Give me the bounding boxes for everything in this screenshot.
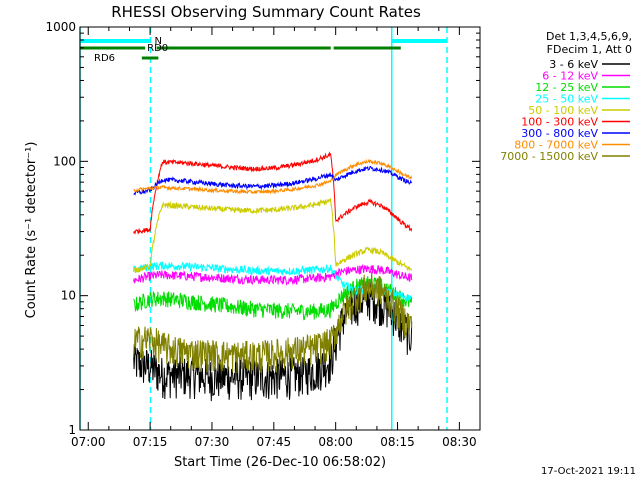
x-tick-label: 08:30 [442, 435, 477, 449]
x-tick-label: 08:00 [318, 435, 353, 449]
chart-title: RHESSI Observing Summary Count Rates [111, 3, 421, 21]
legend-label-5: 50 - 100 keV [528, 104, 598, 117]
legend-header-2: FDecim 1, Att 0 [547, 43, 632, 56]
x-tick-label: 07:00 [71, 435, 106, 449]
legend-label-3: 12 - 25 keV [535, 81, 598, 94]
x-tick-label: 08:15 [380, 435, 415, 449]
legend-label-2: 6 - 12 keV [542, 70, 598, 83]
y-tick-label: 1000 [45, 20, 76, 34]
y-tick-label: 10 [61, 289, 76, 303]
x-tick-label: 07:15 [133, 435, 168, 449]
y-axis: 1 10 100 1000 [45, 20, 480, 437]
series-line-2 [133, 263, 413, 286]
series-line-6 [133, 151, 413, 235]
series-line-5 [133, 198, 413, 273]
x-tick-label: 07:30 [195, 435, 230, 449]
y-tick-label: 100 [53, 154, 76, 168]
series-line-9 [133, 271, 413, 375]
series-line-8 [133, 158, 413, 195]
legend-label-1: 3 - 6 keV [549, 58, 598, 71]
rd6-label: RD6 [94, 53, 115, 64]
plot-frame [79, 26, 481, 431]
series-line-7 [133, 166, 413, 196]
x-axis: 07:00 07:15 07:30 07:45 08:00 08:15 08:30 [71, 27, 477, 449]
legend-label-9: 7000 - 15000 keV [500, 150, 598, 163]
legend-label-8: 800 - 7000 keV [514, 139, 598, 152]
legend-label-4: 25 - 50 keV [535, 93, 598, 106]
night-label: N [155, 36, 162, 47]
legend-label-7: 300 - 800 keV [521, 127, 598, 140]
rd0-label: RD0 [147, 43, 168, 54]
footer-timestamp: 17-Oct-2021 19:11 [541, 466, 636, 477]
x-axis-label: Start Time (26-Dec-10 06:58:02) [174, 455, 386, 470]
x-tick-label: 07:45 [257, 435, 292, 449]
legend-label-6: 100 - 300 keV [521, 116, 598, 129]
y-tick-label: 1 [68, 423, 76, 437]
legend-header-1: Det 1,3,4,5,6,9, [546, 30, 632, 43]
y-axis-label: Count Rate (s⁻¹ detector⁻¹) [24, 142, 39, 319]
